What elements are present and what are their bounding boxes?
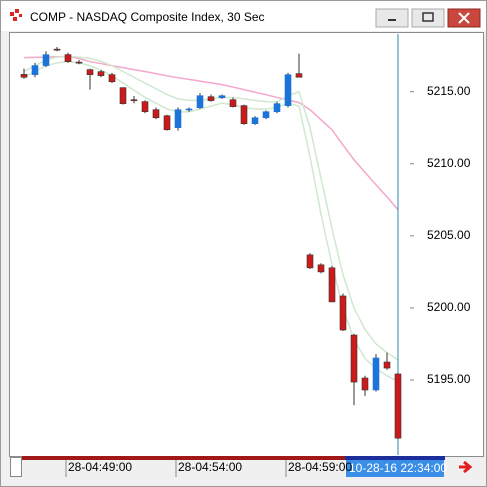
candle-body (108, 74, 116, 83)
scroll-box[interactable] (10, 457, 22, 477)
candle-body (361, 377, 369, 391)
y-tick-label: 5200.00 (427, 300, 471, 314)
candle-body (350, 334, 358, 383)
candle-body (174, 109, 182, 129)
plot-area (9, 32, 484, 457)
candle-body (372, 357, 380, 391)
x-tick-label: 28-04:59:00 (288, 460, 352, 474)
candle-body (229, 99, 237, 107)
candle-body (31, 65, 39, 75)
candle-body (42, 54, 50, 66)
candle-body (284, 74, 292, 106)
candle-body (86, 69, 94, 75)
candle-body (53, 48, 61, 51)
y-tick-label: 5205.00 (427, 228, 471, 242)
moving-average-line (23, 55, 399, 211)
candle-body (75, 61, 83, 64)
candle-body (240, 105, 248, 124)
candle-body (64, 54, 72, 62)
candle-body (251, 117, 259, 124)
time-bar-red (22, 456, 345, 460)
candle-body (185, 108, 193, 111)
app-icon (10, 9, 22, 21)
candle-body (152, 109, 160, 119)
candle-body (196, 95, 204, 108)
candle-body (394, 373, 402, 439)
cursor-time-box (346, 460, 444, 477)
cursor-time-label: 10-28-16 22:34:00 (349, 461, 447, 475)
candle-body (317, 264, 325, 273)
candle-body (207, 96, 215, 101)
maximize-button[interactable] (411, 8, 445, 28)
candle-body (262, 111, 270, 119)
x-tick-label: 28-04:49:00 (68, 460, 132, 474)
candle-body (383, 361, 391, 369)
minimize-button[interactable] (375, 8, 409, 28)
candle-body (141, 101, 149, 113)
y-tick-label: 5210.00 (427, 156, 471, 170)
candle-body (339, 295, 347, 331)
candle-body (119, 87, 127, 104)
candle-body (273, 103, 281, 113)
candle-body (130, 99, 138, 102)
candle-body (97, 71, 105, 76)
x-tick-label: 28-04:54:00 (178, 460, 242, 474)
time-bar-blue (345, 456, 445, 460)
candle-body (295, 73, 303, 78)
scroll-arrow[interactable] (459, 460, 473, 474)
candle-body (328, 267, 336, 303)
candle-body (20, 74, 28, 78)
moving-average-line (23, 60, 399, 383)
y-tick-label: 5195.00 (427, 372, 471, 386)
y-tick-label: 5215.00 (427, 84, 471, 98)
candle-body (163, 115, 171, 131)
candle-body (218, 95, 226, 99)
window-title: COMP - NASDAQ Composite Index, 30 Sec (30, 10, 265, 24)
candle-body (306, 254, 314, 269)
close-button[interactable] (447, 8, 481, 28)
